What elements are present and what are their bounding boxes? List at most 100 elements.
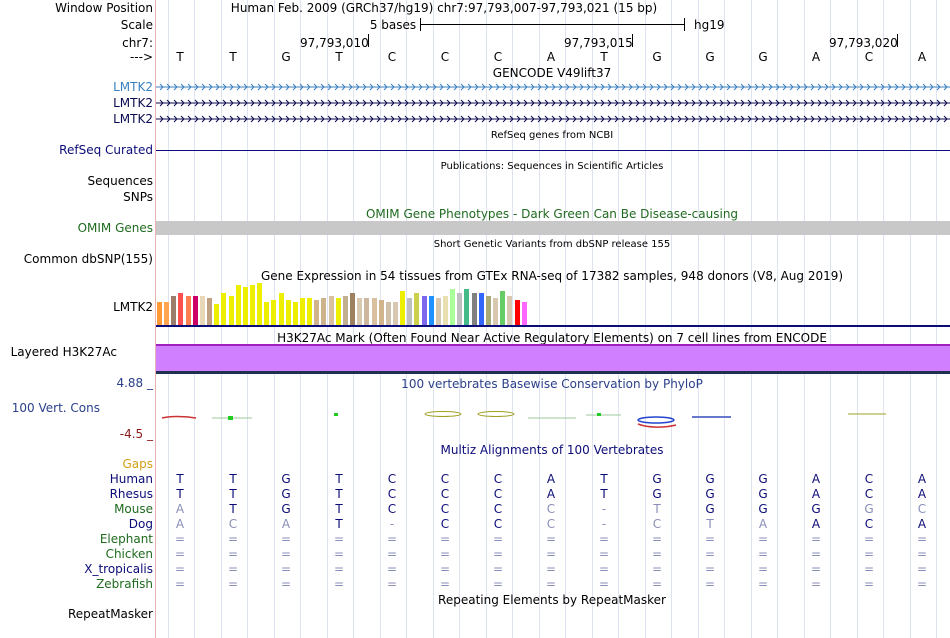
base-column-gridline [936, 0, 937, 638]
gtex-tissue-bar[interactable] [435, 298, 441, 325]
refseq-track-label[interactable]: RefSeq Curated [59, 143, 153, 157]
omim-gene-bar[interactable] [156, 221, 950, 235]
gtex-tissue-bar[interactable] [514, 300, 520, 325]
strand-chevron [348, 115, 353, 123]
gtex-tissue-bar[interactable] [300, 298, 305, 325]
species-label[interactable]: Zebrafish [96, 577, 153, 591]
publications-track-title[interactable]: Publications: Sequences in Scientific Ar… [440, 161, 664, 172]
refseq-gene-line[interactable] [156, 150, 950, 151]
gtex-tissue-bar[interactable] [292, 302, 298, 325]
gtex-tissue-bar[interactable] [242, 287, 248, 325]
multiz-track-title[interactable]: Multiz Alignments of 100 Vertebrates [440, 443, 664, 457]
h3k27ac-track-label[interactable]: Layered H3K27Ac [10, 345, 117, 359]
gtex-tissue-bar[interactable] [450, 289, 456, 325]
publications-snps-label[interactable]: SNPs [123, 190, 153, 204]
gencode-gene-label[interactable]: LMTK2 [113, 96, 153, 110]
species-label[interactable]: Dog [128, 517, 153, 531]
species-label[interactable]: Rhesus [109, 487, 153, 501]
reference-base: G [652, 50, 662, 64]
gtex-tissue-bar[interactable] [457, 293, 463, 325]
gtex-tissue-bar[interactable] [357, 298, 363, 325]
publications-sequences-label[interactable]: Sequences [87, 174, 153, 188]
species-label[interactable]: Elephant [99, 532, 153, 546]
alignment-base: G [758, 472, 768, 486]
gtex-tissue-bar[interactable] [314, 300, 320, 325]
gencode-gene-label[interactable]: LMTK2 [113, 80, 153, 94]
gtex-tissue-bar[interactable] [485, 296, 491, 325]
gtex-tissue-bar[interactable] [207, 298, 213, 325]
gtex-tissue-bar[interactable] [350, 293, 356, 325]
gtex-tissue-bar[interactable] [328, 296, 334, 325]
dbsnp-track-title[interactable]: Short Genetic Variants from dbSNP releas… [433, 239, 671, 250]
gtex-tissue-bar[interactable] [199, 296, 205, 325]
track-area[interactable]: Human Feb. 2009 (GRCh37/hg19) chr7:97,79… [156, 0, 950, 638]
gtex-tissue-bar[interactable] [507, 296, 513, 325]
gtex-tissue-bar[interactable] [249, 285, 255, 325]
gtex-tissue-bar[interactable] [221, 293, 227, 325]
gtex-tissue-bar[interactable] [285, 300, 291, 325]
gtex-tissue-bar[interactable] [400, 291, 406, 325]
refseq-track-title[interactable]: RefSeq genes from NCBI [490, 130, 614, 141]
gtex-track-title[interactable]: Gene Expression in 54 tissues from GTEx … [260, 269, 844, 283]
gtex-tissue-bar[interactable] [257, 283, 263, 325]
gtex-tissue-bar[interactable] [321, 298, 327, 325]
species-label[interactable]: Mouse [114, 502, 153, 516]
gtex-tissue-bar[interactable] [271, 300, 277, 325]
gtex-tissue-bar[interactable] [500, 291, 506, 325]
strand-chevron [880, 83, 885, 91]
gtex-tissue-bar[interactable] [157, 302, 162, 325]
gtex-tissue-bar[interactable] [264, 302, 270, 325]
gtex-tissue-bar[interactable] [278, 293, 284, 325]
dbsnp-track-label[interactable]: Common dbSNP(155) [23, 252, 153, 266]
gtex-tissue-bar[interactable] [392, 302, 398, 325]
gtex-tissue-bar[interactable] [478, 293, 484, 325]
gtex-tissue-bar[interactable] [178, 293, 184, 325]
gtex-tissue-bar[interactable] [464, 289, 470, 325]
gtex-tissue-bar[interactable] [443, 296, 448, 325]
gtex-tissue-bar[interactable] [378, 300, 384, 325]
h3k27ac-signal-fill[interactable] [156, 344, 950, 373]
omim-track-label[interactable]: OMIM Genes [77, 221, 153, 235]
phylop-signal[interactable] [156, 405, 950, 431]
gtex-tissue-bar[interactable] [385, 302, 391, 325]
gtex-tissue-bar[interactable] [235, 285, 241, 325]
gtex-tissue-bar[interactable] [228, 296, 234, 325]
gtex-tissue-bar[interactable] [164, 302, 170, 325]
gencode-track-title[interactable]: GENCODE V49lift37 [492, 66, 612, 80]
gtex-tissue-bar[interactable] [471, 293, 477, 325]
phylop-track-label[interactable]: 100 Vert. Cons [11, 401, 100, 415]
gencode-gene-label[interactable]: LMTK2 [113, 112, 153, 126]
gtex-tissue-bar[interactable] [307, 298, 313, 325]
alignment-base: = [546, 562, 557, 576]
gtex-tissue-bar[interactable] [364, 298, 370, 325]
h3k27ac-baseline [156, 371, 950, 374]
gtex-tissue-bar[interactable] [421, 296, 427, 325]
gtex-tissue-bar[interactable] [407, 298, 413, 325]
gtex-tissue-bar[interactable] [171, 296, 177, 325]
gtex-tissue-bar[interactable] [371, 298, 377, 325]
omim-track-title[interactable]: OMIM Gene Phenotypes - Dark Green Can Be… [365, 207, 739, 221]
gtex-tissue-bar[interactable] [214, 304, 220, 325]
alignment-base: = [811, 532, 822, 546]
gtex-tissue-bar[interactable] [342, 296, 348, 325]
alignment-base: = [334, 562, 345, 576]
base-column-gridline [645, 0, 646, 638]
repeatmasker-track-label[interactable]: RepeatMasker [67, 607, 153, 621]
gtex-tissue-bar[interactable] [185, 296, 191, 325]
gtex-tissue-bar[interactable] [192, 296, 198, 325]
gtex-tissue-bar[interactable] [414, 293, 420, 325]
h3k27ac-track-title[interactable]: H3K27Ac Mark (Often Found Near Active Re… [277, 331, 827, 345]
repeatmasker-track-title[interactable]: Repeating Elements by RepeatMasker [438, 593, 666, 607]
gtex-bar-chart[interactable] [156, 283, 950, 325]
species-label[interactable]: Chicken [105, 547, 153, 561]
species-label[interactable]: Human [109, 472, 153, 486]
species-label[interactable]: X_tropicalis [84, 562, 153, 576]
gtex-tissue-bar[interactable] [493, 298, 499, 325]
phylop-track-title[interactable]: 100 vertebrates Basewise Conservation by… [401, 377, 703, 391]
gencode-gene-models[interactable] [156, 80, 950, 126]
strand-chevron [824, 115, 829, 123]
gtex-track-label[interactable]: LMTK2 [113, 300, 153, 314]
gtex-tissue-bar[interactable] [428, 296, 434, 325]
gtex-tissue-bar[interactable] [521, 302, 527, 325]
gtex-tissue-bar[interactable] [335, 298, 341, 325]
